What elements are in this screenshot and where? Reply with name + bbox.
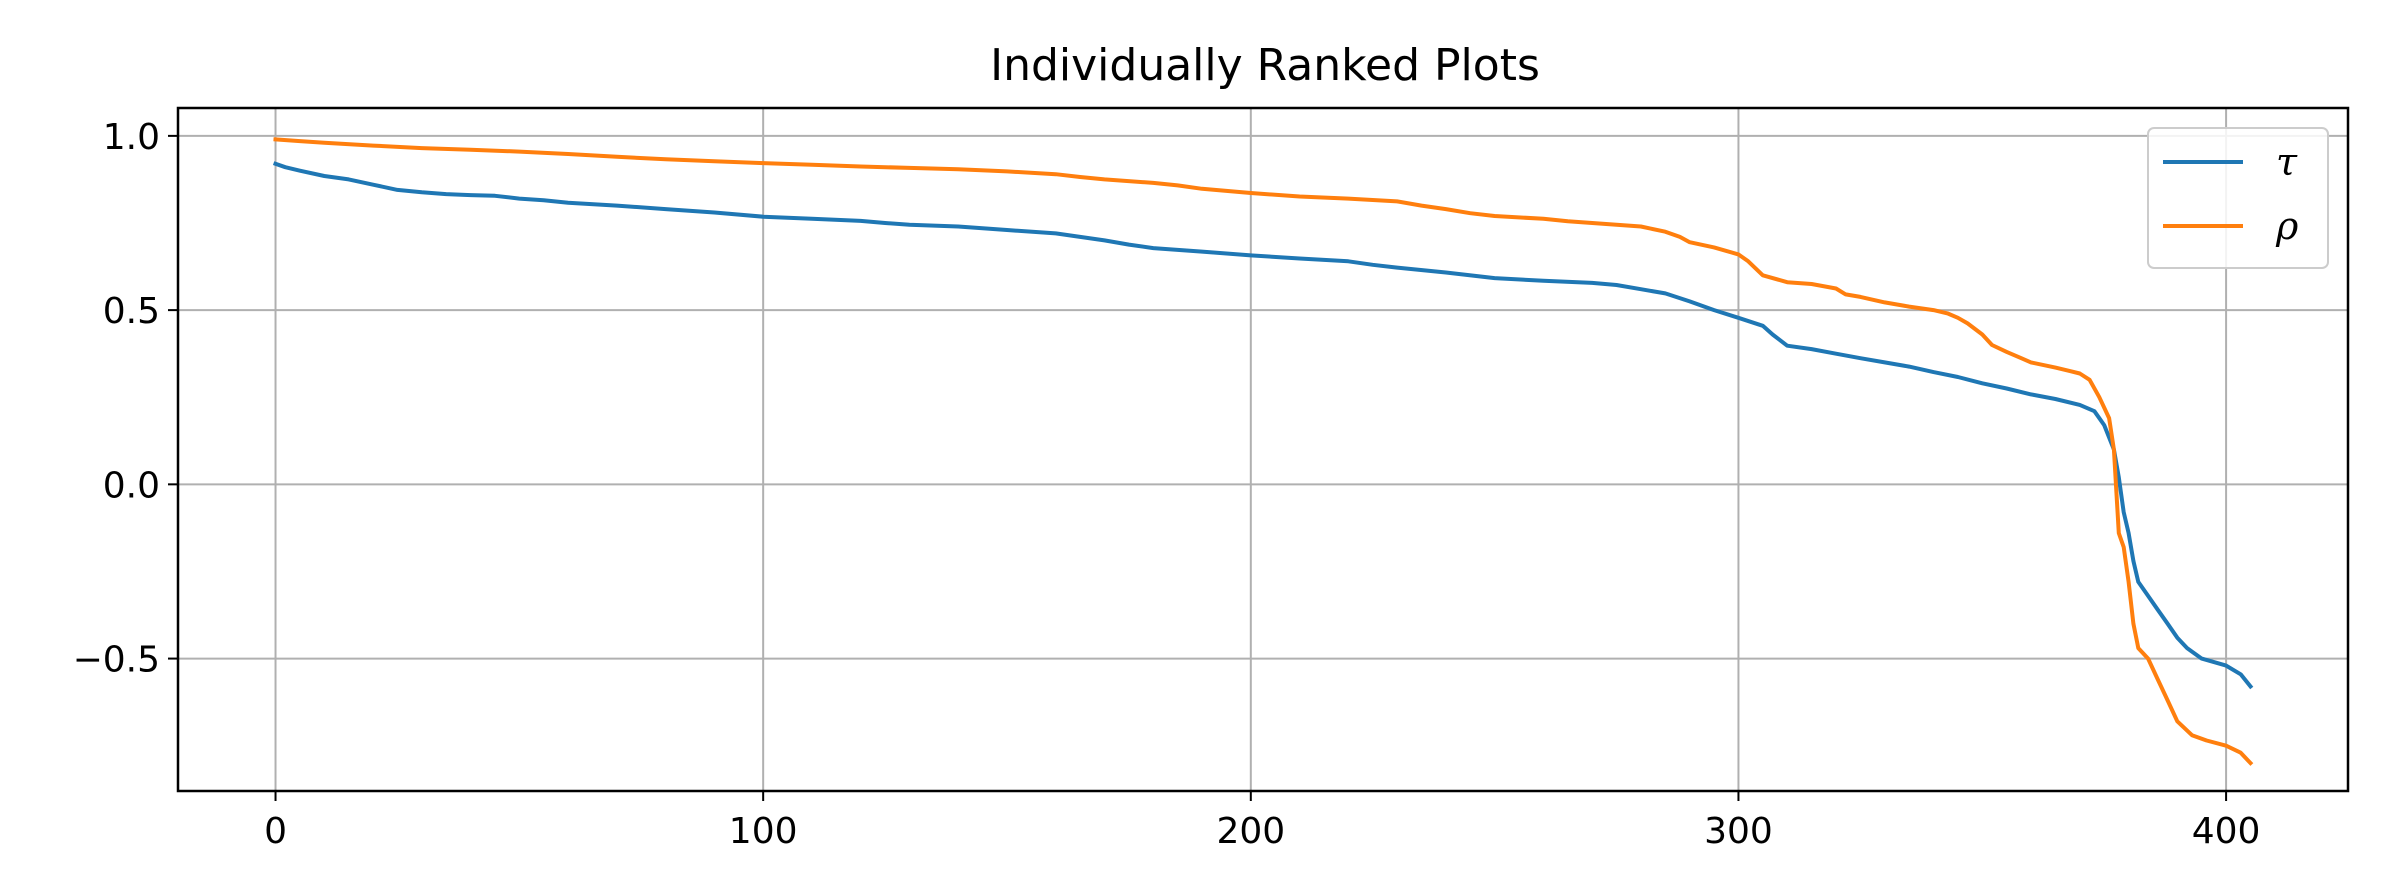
- y-tick-label: 1.0: [103, 117, 160, 158]
- y-tick-label: 0.0: [103, 465, 160, 506]
- series-lines: [272, 137, 2254, 766]
- legend-label: ρ: [2275, 204, 2299, 248]
- legend-label: τ: [2276, 140, 2298, 184]
- x-tick-label: 200: [1216, 811, 1285, 852]
- x-tick-label: 400: [2192, 811, 2261, 852]
- legend-box: [2147, 127, 2329, 269]
- y-tick-label: 0.5: [103, 291, 160, 332]
- x-tick-label: 100: [729, 811, 798, 852]
- series-line-tau: [272, 161, 2254, 690]
- plot-frame: [176, 106, 2350, 793]
- axis-ticks: 0 100 200 300 400 −0.5 0.0 0.5 1.0: [73, 117, 2261, 852]
- series-line-rho: [273, 137, 2254, 766]
- legend: τρ: [2147, 127, 2329, 269]
- x-tick-label: 300: [1704, 811, 1773, 852]
- x-tick-label: 0: [264, 811, 287, 852]
- y-tick-label: −0.5: [73, 640, 160, 681]
- chart-title: Individually Ranked Plots: [990, 40, 1540, 91]
- grid-lines: [178, 108, 2348, 791]
